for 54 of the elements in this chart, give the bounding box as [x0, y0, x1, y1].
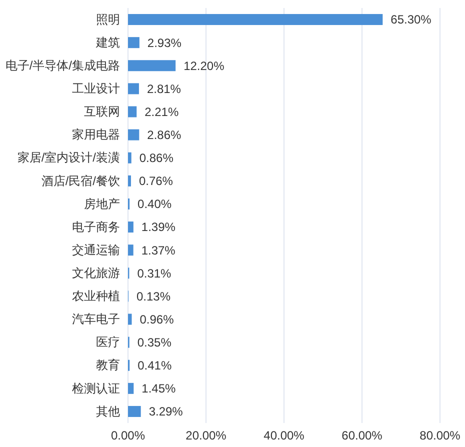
bar — [128, 129, 140, 140]
data-label: 0.31% — [137, 266, 172, 280]
x-tick-label: 40.00% — [264, 428, 305, 443]
y-tick-label: 医疗 — [96, 335, 120, 350]
bar — [128, 244, 134, 256]
data-label: 1.37% — [141, 243, 176, 258]
y-tick-label: 照明 — [96, 12, 120, 26]
y-tick-label: 教育 — [96, 358, 120, 372]
data-label: 2.93% — [147, 36, 182, 50]
x-tick-label: 60.00% — [342, 428, 383, 443]
data-label: 2.21% — [144, 104, 179, 119]
bar — [128, 106, 137, 118]
bar — [128, 37, 140, 48]
y-tick-label: 酒店/民宿/餐饮 — [41, 174, 120, 188]
data-label: 0.96% — [140, 312, 174, 326]
bar — [128, 14, 383, 26]
bar — [128, 152, 132, 164]
data-label: 0.76% — [138, 174, 174, 188]
bar — [128, 175, 131, 186]
data-label: 0.41% — [138, 358, 172, 373]
x-tick-label: 80.00% — [420, 428, 461, 443]
bar — [128, 83, 139, 94]
data-label: 2.81% — [146, 82, 182, 96]
y-tick-label: 电子/半导体/集成电路 — [5, 58, 120, 72]
y-tick-label: 电子商务 — [72, 220, 120, 234]
x-tick-label: 20.00% — [186, 428, 227, 443]
data-label: 0.13% — [136, 289, 171, 304]
y-tick-label: 工业设计 — [72, 82, 120, 96]
data-label: 0.86% — [139, 151, 174, 166]
data-label: 1.45% — [142, 382, 176, 396]
bar — [128, 406, 141, 417]
data-label: 65.30% — [390, 12, 432, 27]
bar — [128, 314, 132, 325]
data-label: 3.29% — [148, 404, 184, 419]
y-tick-label: 汽车电子 — [72, 312, 120, 326]
bar — [128, 222, 134, 233]
y-tick-label: 检测认证 — [72, 381, 120, 396]
y-tick-label: 建筑 — [95, 35, 120, 50]
bar — [128, 60, 176, 72]
x-tick-label: 0.00% — [110, 428, 146, 443]
data-label: 2.86% — [147, 128, 182, 142]
y-tick-label: 农业种植 — [72, 289, 120, 304]
data-label: 0.35% — [137, 336, 172, 350]
y-tick-label: 互联网 — [84, 104, 120, 119]
y-tick-label: 文化旅游 — [72, 266, 120, 280]
y-tick-label: 交通运输 — [72, 242, 120, 257]
data-label: 12.20% — [184, 58, 225, 73]
y-tick-label: 家用电器 — [72, 128, 120, 142]
data-label: 1.39% — [141, 220, 176, 234]
y-tick-label: 其他 — [96, 404, 120, 418]
bar — [128, 382, 134, 394]
data-label: 0.40% — [138, 197, 172, 212]
y-tick-label: 房地产 — [84, 196, 120, 211]
y-tick-label: 家居/室内设计/装潢 — [17, 150, 120, 165]
